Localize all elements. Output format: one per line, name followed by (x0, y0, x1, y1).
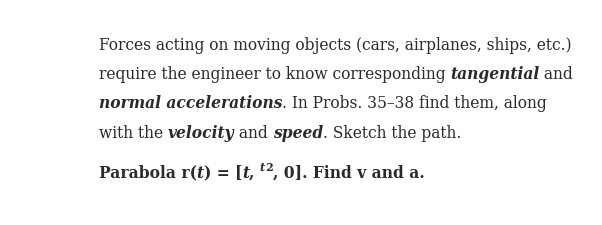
Text: and: and (234, 125, 273, 142)
Text: 2: 2 (265, 162, 273, 173)
Text: velocity: velocity (167, 125, 234, 142)
Text: , 0]. Find v and a.: , 0]. Find v and a. (273, 165, 425, 182)
Text: ,: , (249, 165, 260, 182)
Text: tangential: tangential (450, 66, 539, 83)
Text: t: t (197, 165, 203, 182)
Text: Forces acting on moving objects (cars, airplanes, ships, etc.): Forces acting on moving objects (cars, a… (99, 36, 571, 54)
Text: normal accelerations: normal accelerations (99, 95, 282, 112)
Text: t: t (260, 162, 265, 173)
Text: . In Probs. 35–38 find them, along: . In Probs. 35–38 find them, along (282, 95, 547, 112)
Text: with the: with the (99, 125, 167, 142)
Text: . Sketch the path.: . Sketch the path. (323, 125, 462, 142)
Text: t: t (242, 165, 249, 182)
Text: require the engineer to know corresponding: require the engineer to know correspondi… (99, 66, 450, 83)
Text: and: and (539, 66, 573, 83)
Text: ) = [: ) = [ (203, 165, 242, 182)
Text: Parabola r(: Parabola r( (99, 165, 197, 182)
Text: speed: speed (273, 125, 323, 142)
